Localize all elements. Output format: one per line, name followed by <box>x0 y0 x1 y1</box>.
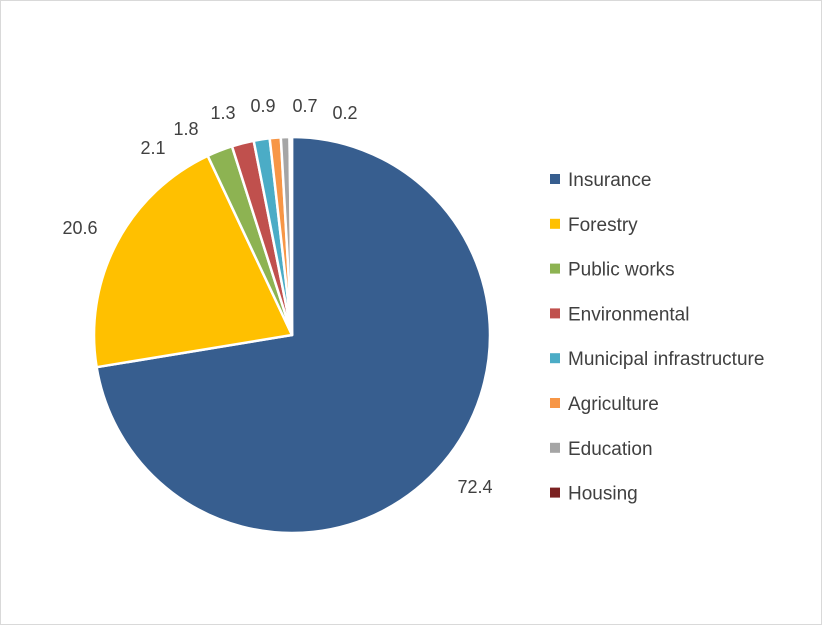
legend-item-housing: Housing <box>550 484 638 505</box>
legend-label: Housing <box>568 484 638 505</box>
pie-slice-insurance <box>95 135 492 535</box>
legend-swatch <box>550 308 560 319</box>
data-label-forestry: 20.6 <box>62 218 97 238</box>
legend-label: Municipal infrastructure <box>568 349 764 370</box>
pie-slice-forestry <box>92 154 294 369</box>
legend-item-environmental: Environmental <box>550 304 689 325</box>
data-label-insurance: 72.4 <box>457 477 492 497</box>
legend-swatch <box>550 353 560 364</box>
legend-item-insurance: Insurance <box>550 170 651 191</box>
legend-label: Agriculture <box>568 394 659 415</box>
pie-slice-housing <box>288 135 294 337</box>
legend-swatch <box>550 263 560 274</box>
legend-label: Forestry <box>568 215 638 236</box>
data-label-housing: 0.2 <box>332 103 357 123</box>
pie-slices <box>92 135 492 535</box>
legend-item-education: Education <box>550 439 653 460</box>
data-label-agriculture: 0.9 <box>250 96 275 116</box>
legend-label: Insurance <box>568 170 651 191</box>
legend-label: Public works <box>568 260 675 281</box>
legend-label: Education <box>568 439 653 460</box>
legend-item-forestry: Forestry <box>550 215 638 236</box>
data-label-environmental: 1.8 <box>173 119 198 139</box>
legend-item-public-works: Public works <box>550 260 675 281</box>
pie-data-labels: 72.4 20.6 2.1 1.8 1.3 0.9 0.7 0.2 <box>62 96 492 497</box>
legend-item-agriculture: Agriculture <box>550 394 659 415</box>
legend-swatch <box>550 442 560 453</box>
legend: Insurance Forestry Public works Environment… <box>550 170 764 505</box>
data-label-education: 0.7 <box>292 96 317 116</box>
legend-swatch <box>550 174 560 184</box>
legend-label: Environmental <box>568 304 689 325</box>
legend-swatch <box>550 218 560 229</box>
data-label-public-works: 2.1 <box>140 138 165 158</box>
legend-swatch <box>550 398 560 408</box>
data-label-municipal-infrastructure: 1.3 <box>210 103 235 123</box>
legend-swatch <box>550 487 560 498</box>
legend-item-municipal-infrastructure: Municipal infrastructure <box>550 349 764 370</box>
